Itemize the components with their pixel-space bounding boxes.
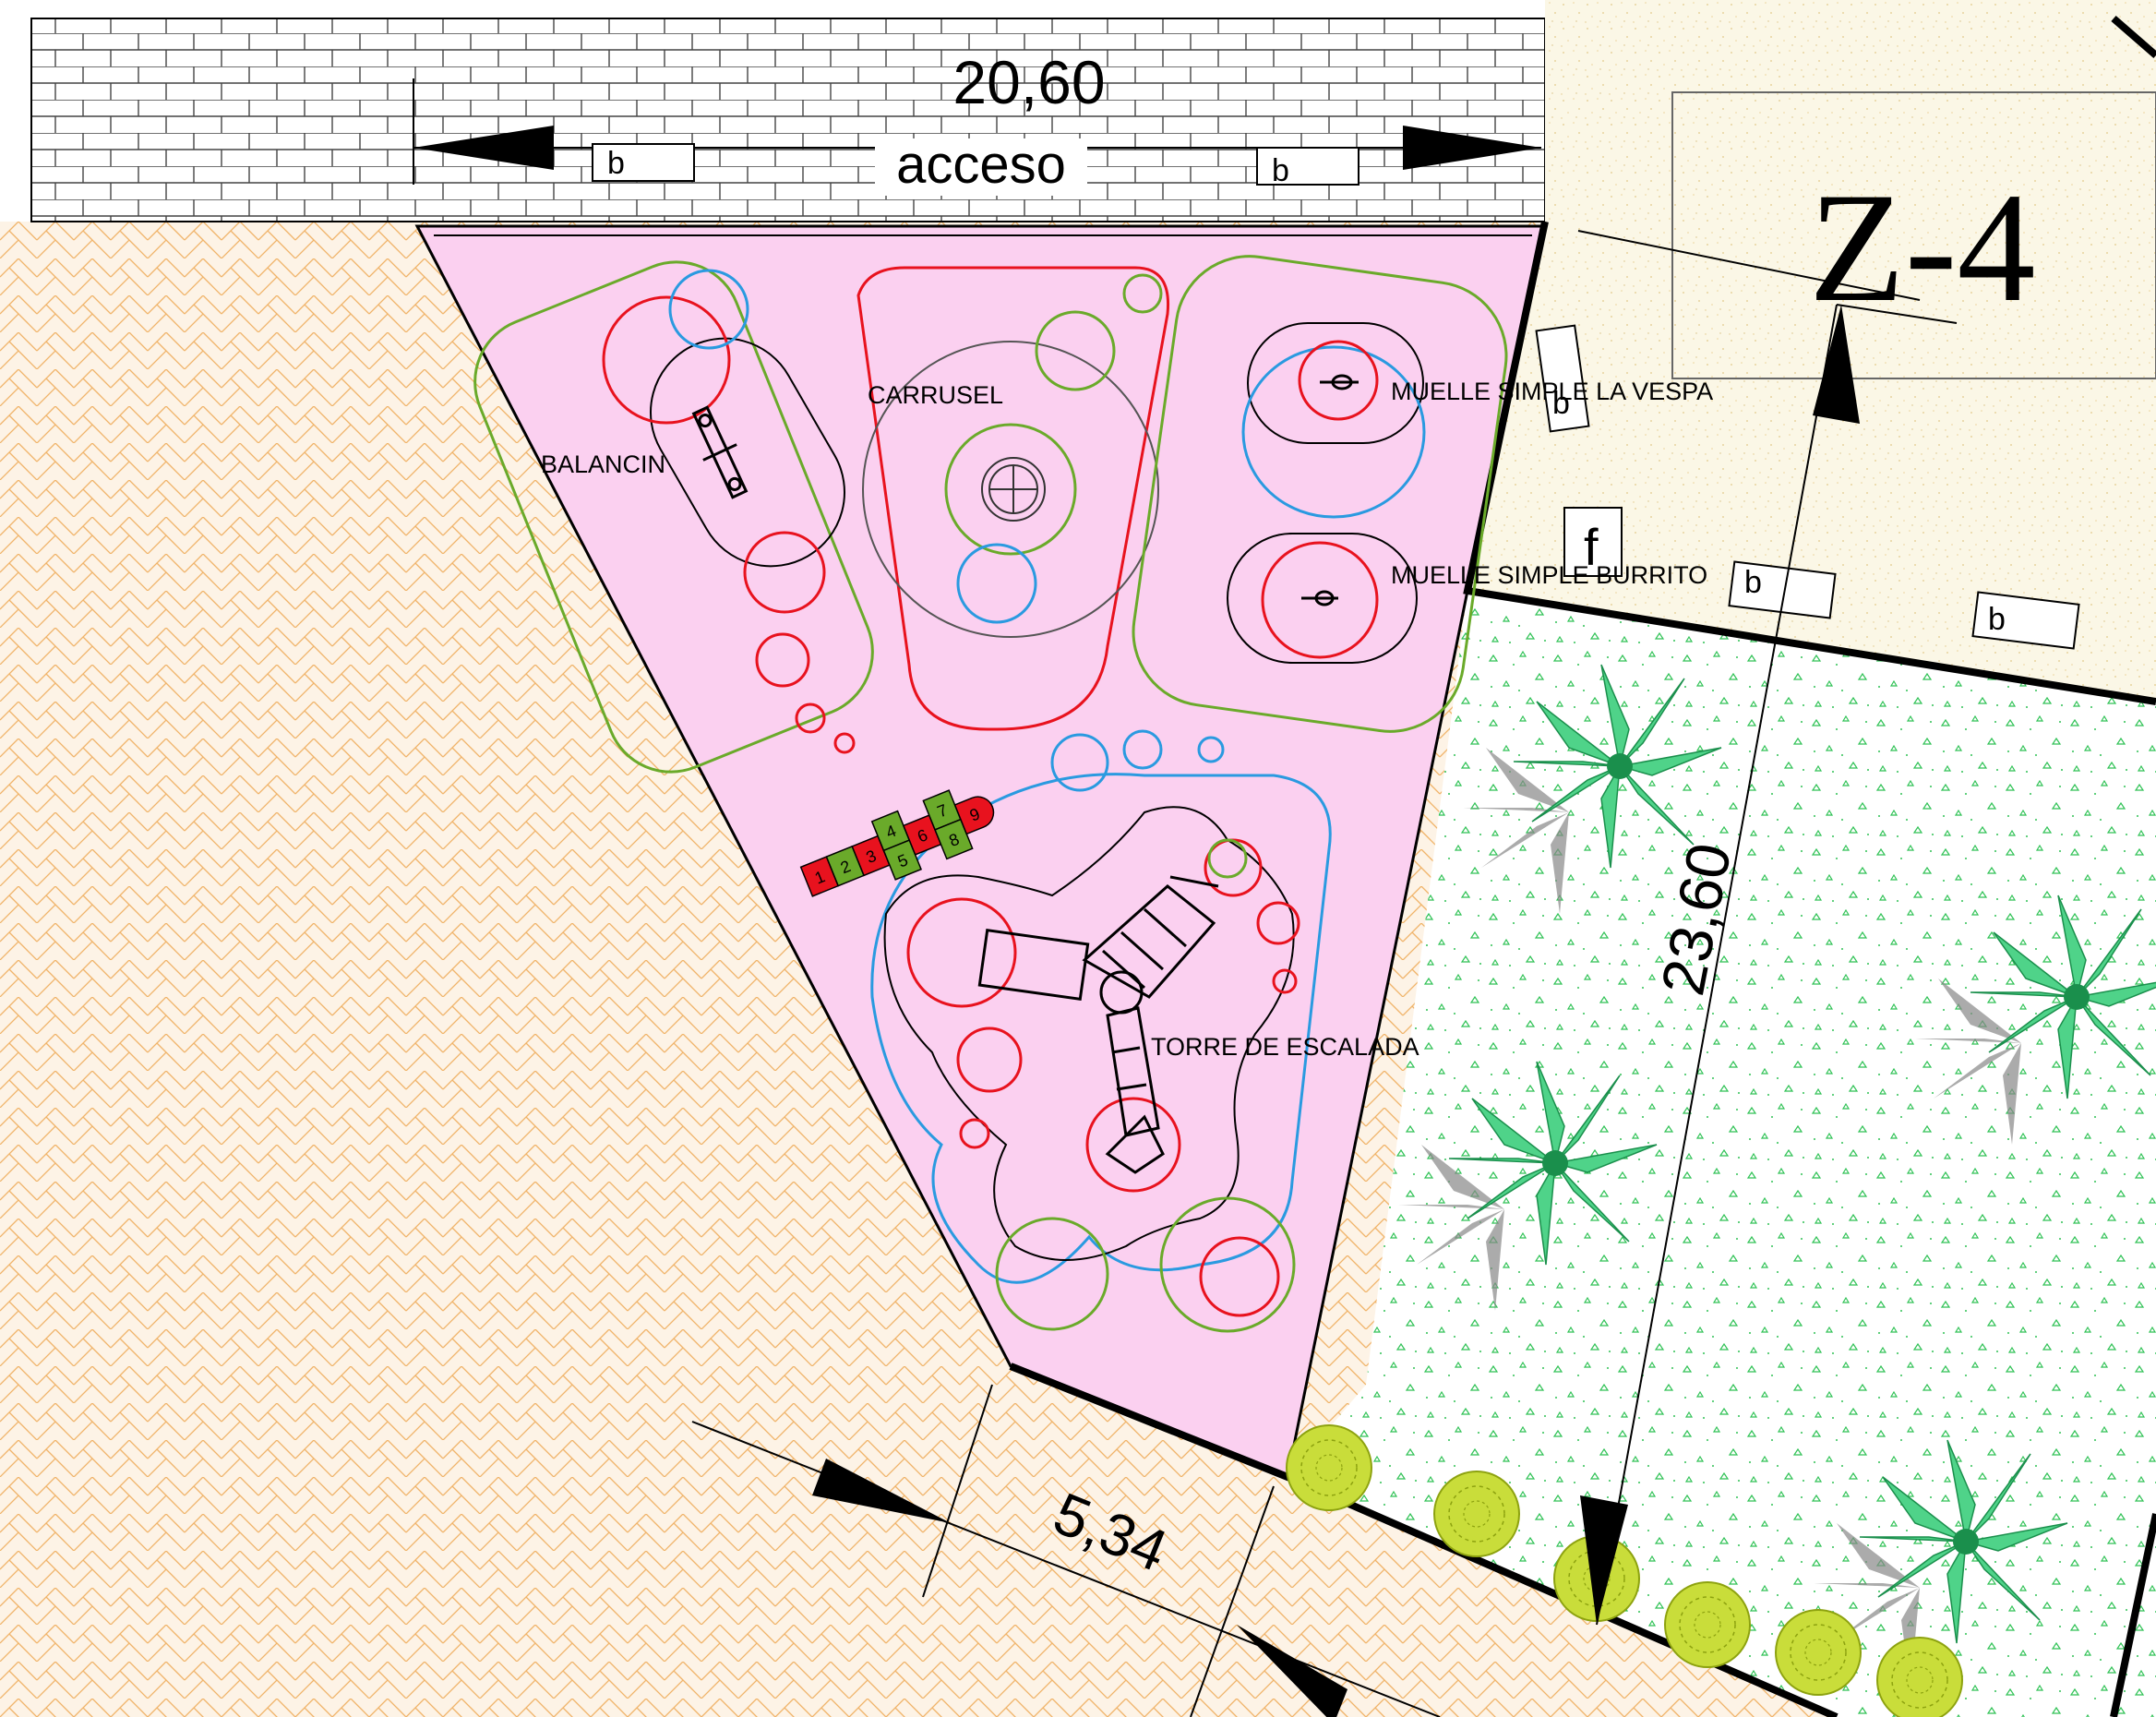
label-carrusel: CARRUSEL [868,381,1003,409]
b-label-5: b [1988,602,2006,637]
brick-access-strip [31,18,1545,222]
b-label-2: b [1272,153,1289,188]
label-torre: TORRE DE ESCALADA [1151,1033,1419,1061]
zone-label: Z-4 [1809,161,2035,334]
access-label: acceso [896,135,1066,195]
label-muelle-burrito: MUELLE SIMPLE BURRITO [1391,561,1707,589]
b-label-4: b [1744,565,1762,600]
label-balancin: BALANCIN [541,450,665,478]
b-label-1: b [607,146,625,181]
top-dimension-label: 20,60 [952,48,1105,116]
label-muelle-vespa: MUELLE SIMPLE LA VESPA [1391,378,1713,405]
carrusel-icon [982,458,1045,521]
